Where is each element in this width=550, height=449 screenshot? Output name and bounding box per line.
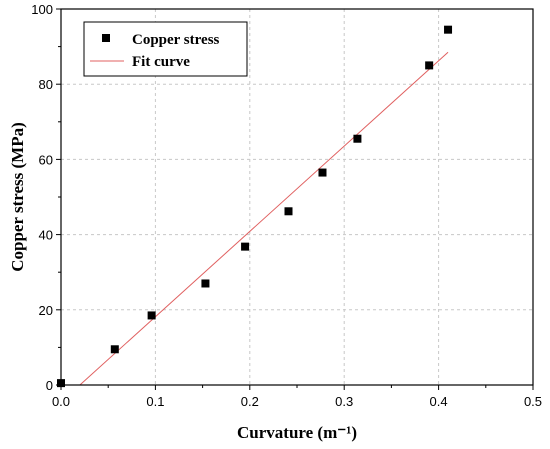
data-point: [284, 207, 293, 216]
data-point: [241, 242, 250, 251]
x-tick-label: 0.0: [52, 394, 70, 409]
legend-box: [83, 21, 248, 77]
y-tick-labels: 0 20 40 60 80 100: [31, 2, 53, 393]
y-tick-label: 20: [39, 303, 53, 318]
y-tick-label: 80: [39, 77, 53, 92]
data-point: [110, 345, 119, 354]
fit-curve-layer: [79, 51, 449, 386]
axis-ticks: [56, 8, 534, 390]
y-tick-label: 0: [46, 378, 53, 393]
fit-curve-line: [79, 51, 449, 386]
y-tick-label: 60: [39, 152, 53, 167]
legend-label-fit-curve: Fit curve: [132, 54, 190, 70]
x-axis-title: Curvature (m⁻¹): [237, 423, 357, 442]
x-tick-label: 0.1: [146, 394, 164, 409]
data-point: [318, 168, 327, 177]
x-tick-label: 0.2: [241, 394, 259, 409]
data-point: [201, 279, 210, 288]
legend-label-copper-stress: Copper stress: [132, 32, 220, 48]
y-tick-label: 100: [31, 2, 53, 17]
x-tick-label: 0.4: [430, 394, 448, 409]
x-tick-label: 0.3: [335, 394, 353, 409]
data-point: [147, 311, 156, 320]
x-tick-label: 0.5: [524, 394, 542, 409]
data-point: [444, 25, 453, 34]
data-points-layer: [57, 25, 453, 388]
legend-marker-copper-stress: [102, 34, 110, 42]
grid-lines: [61, 9, 533, 385]
legend: Copper stress Fit curve: [83, 21, 248, 77]
y-tick-label: 40: [39, 228, 53, 243]
y-axis-title: Copper stress (MPa): [8, 122, 27, 272]
data-point: [425, 61, 434, 70]
data-point: [353, 134, 362, 143]
x-tick-labels: 0.0 0.1 0.2 0.3 0.4 0.5: [52, 394, 542, 409]
